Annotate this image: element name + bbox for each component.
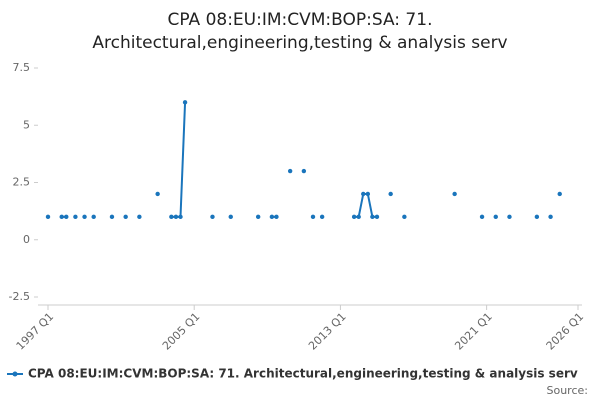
chart-title: CPA 08:EU:IM:CVM:BOP:SA: 71. [168,10,433,30]
legend-label: CPA 08:EU:IM:CVM:BOP:SA: 71. Architectur… [28,367,578,381]
point [479,214,485,220]
x-tick-label: 2005 Q1 [160,310,203,353]
point [287,168,293,174]
y-tick-label: 0 [23,233,30,246]
point [123,214,128,220]
series-line [62,102,560,217]
x-tick-label: 2013 Q1 [306,310,349,353]
point [402,214,407,220]
point [361,191,366,197]
point [310,214,316,220]
point [59,214,64,220]
point [269,214,275,220]
point [374,214,380,220]
point [109,214,115,220]
y-tick-label: 2.5 [13,176,31,189]
y-tick-label: -2.5 [9,290,30,303]
point [301,168,307,174]
point [274,214,279,220]
point [137,214,142,220]
chart-title: Architectural,engineering,testing & anal… [92,33,507,53]
point [173,214,179,220]
y-tick-label: 7.5 [13,61,31,74]
point [228,214,233,220]
point [452,191,457,197]
point [255,214,261,220]
point [91,214,96,220]
point [319,214,325,220]
x-tick-label: 1997 Q1 [14,310,57,353]
point [182,100,188,105]
point [210,214,215,220]
point [548,214,553,220]
point [82,214,87,220]
y-tick-label: 5 [23,118,30,131]
point [64,214,69,220]
x-tick-label: 2026 Q1 [544,310,587,353]
point [351,214,357,220]
point [45,214,51,220]
legend-swatch-dot [12,371,18,377]
x-tick-label: 2021 Q1 [452,310,495,353]
point [178,214,183,220]
point [155,191,160,197]
point [169,214,174,220]
point [507,214,512,220]
point [370,214,375,220]
point [493,214,498,220]
point [388,191,393,197]
point [356,214,361,220]
point [365,191,371,197]
point [73,214,78,220]
point [534,214,540,220]
source-label: Source: [547,384,589,397]
point [557,191,562,197]
